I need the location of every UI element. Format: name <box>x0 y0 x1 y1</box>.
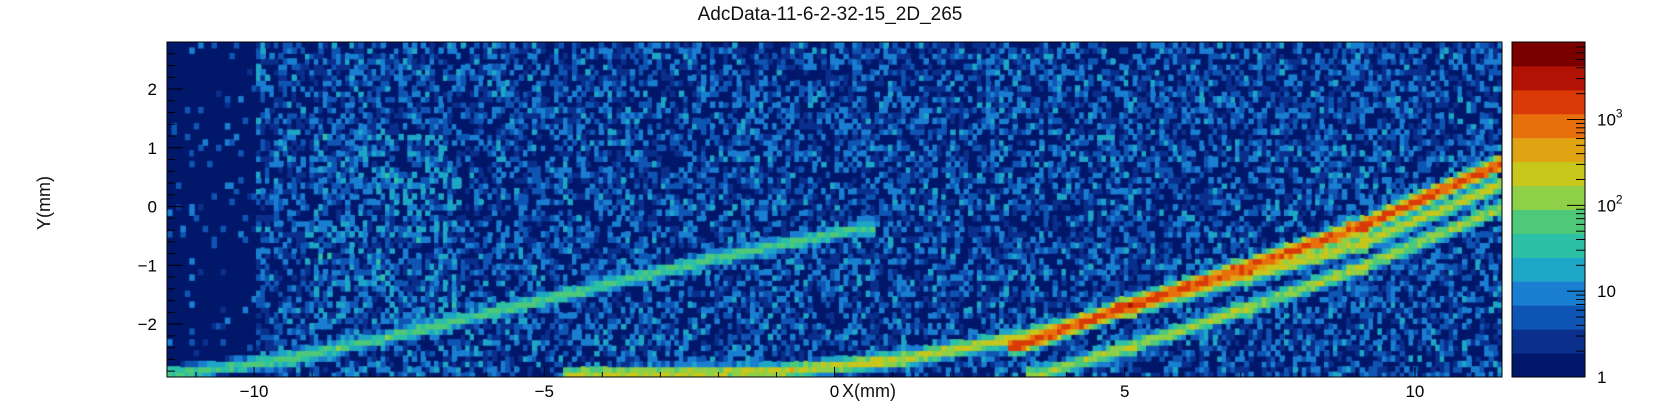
colorbar-swatch <box>1512 137 1585 163</box>
colorbar-swatch <box>1512 257 1585 282</box>
x-tick-label: −5 <box>535 382 554 401</box>
colorbar-swatch <box>1512 113 1585 139</box>
colorbar-swatch <box>1512 161 1585 187</box>
x-tick-label: 5 <box>1120 382 1129 401</box>
colorbar-swatch <box>1512 42 1585 67</box>
colorbar-swatch <box>1512 305 1585 330</box>
y-axis-label: Y(mm) <box>34 176 54 230</box>
colorbar-swatch <box>1512 209 1585 234</box>
x-tick-label: 0 <box>830 382 839 401</box>
colorbar-tick-label: 10 <box>1597 282 1616 301</box>
heatmap-bins <box>167 42 1502 377</box>
colorbar-swatch <box>1512 233 1585 258</box>
chart-title: AdcData-11-6-2-32-15_2D_265 <box>697 4 963 25</box>
colorbar-swatch <box>1512 65 1585 91</box>
x-tick-label: −10 <box>240 382 269 401</box>
x-tick-label: 10 <box>1405 382 1424 401</box>
y-tick-label: 2 <box>148 80 157 99</box>
colorbar-tick-label: 103 <box>1597 107 1623 130</box>
colorbar-tick-exponent: 2 <box>1616 192 1623 206</box>
y-tick-label: −1 <box>138 256 157 275</box>
y-tick-label: −2 <box>138 315 157 334</box>
colorbar-tick-label: 1 <box>1597 368 1606 387</box>
colorbar-swatch <box>1512 353 1585 378</box>
y-tick-label: 1 <box>148 139 157 158</box>
colorbar-tick-label: 102 <box>1597 192 1623 215</box>
colorbar-tick-exponent: 3 <box>1616 107 1623 121</box>
x-axis-label: X(mm) <box>842 381 896 401</box>
colorbar-swatch <box>1512 185 1585 210</box>
y-tick-label: 0 <box>148 198 157 217</box>
colorbar-swatch <box>1512 329 1585 354</box>
colorbar-swatch <box>1512 281 1585 306</box>
colorbar-swatch <box>1512 89 1585 115</box>
